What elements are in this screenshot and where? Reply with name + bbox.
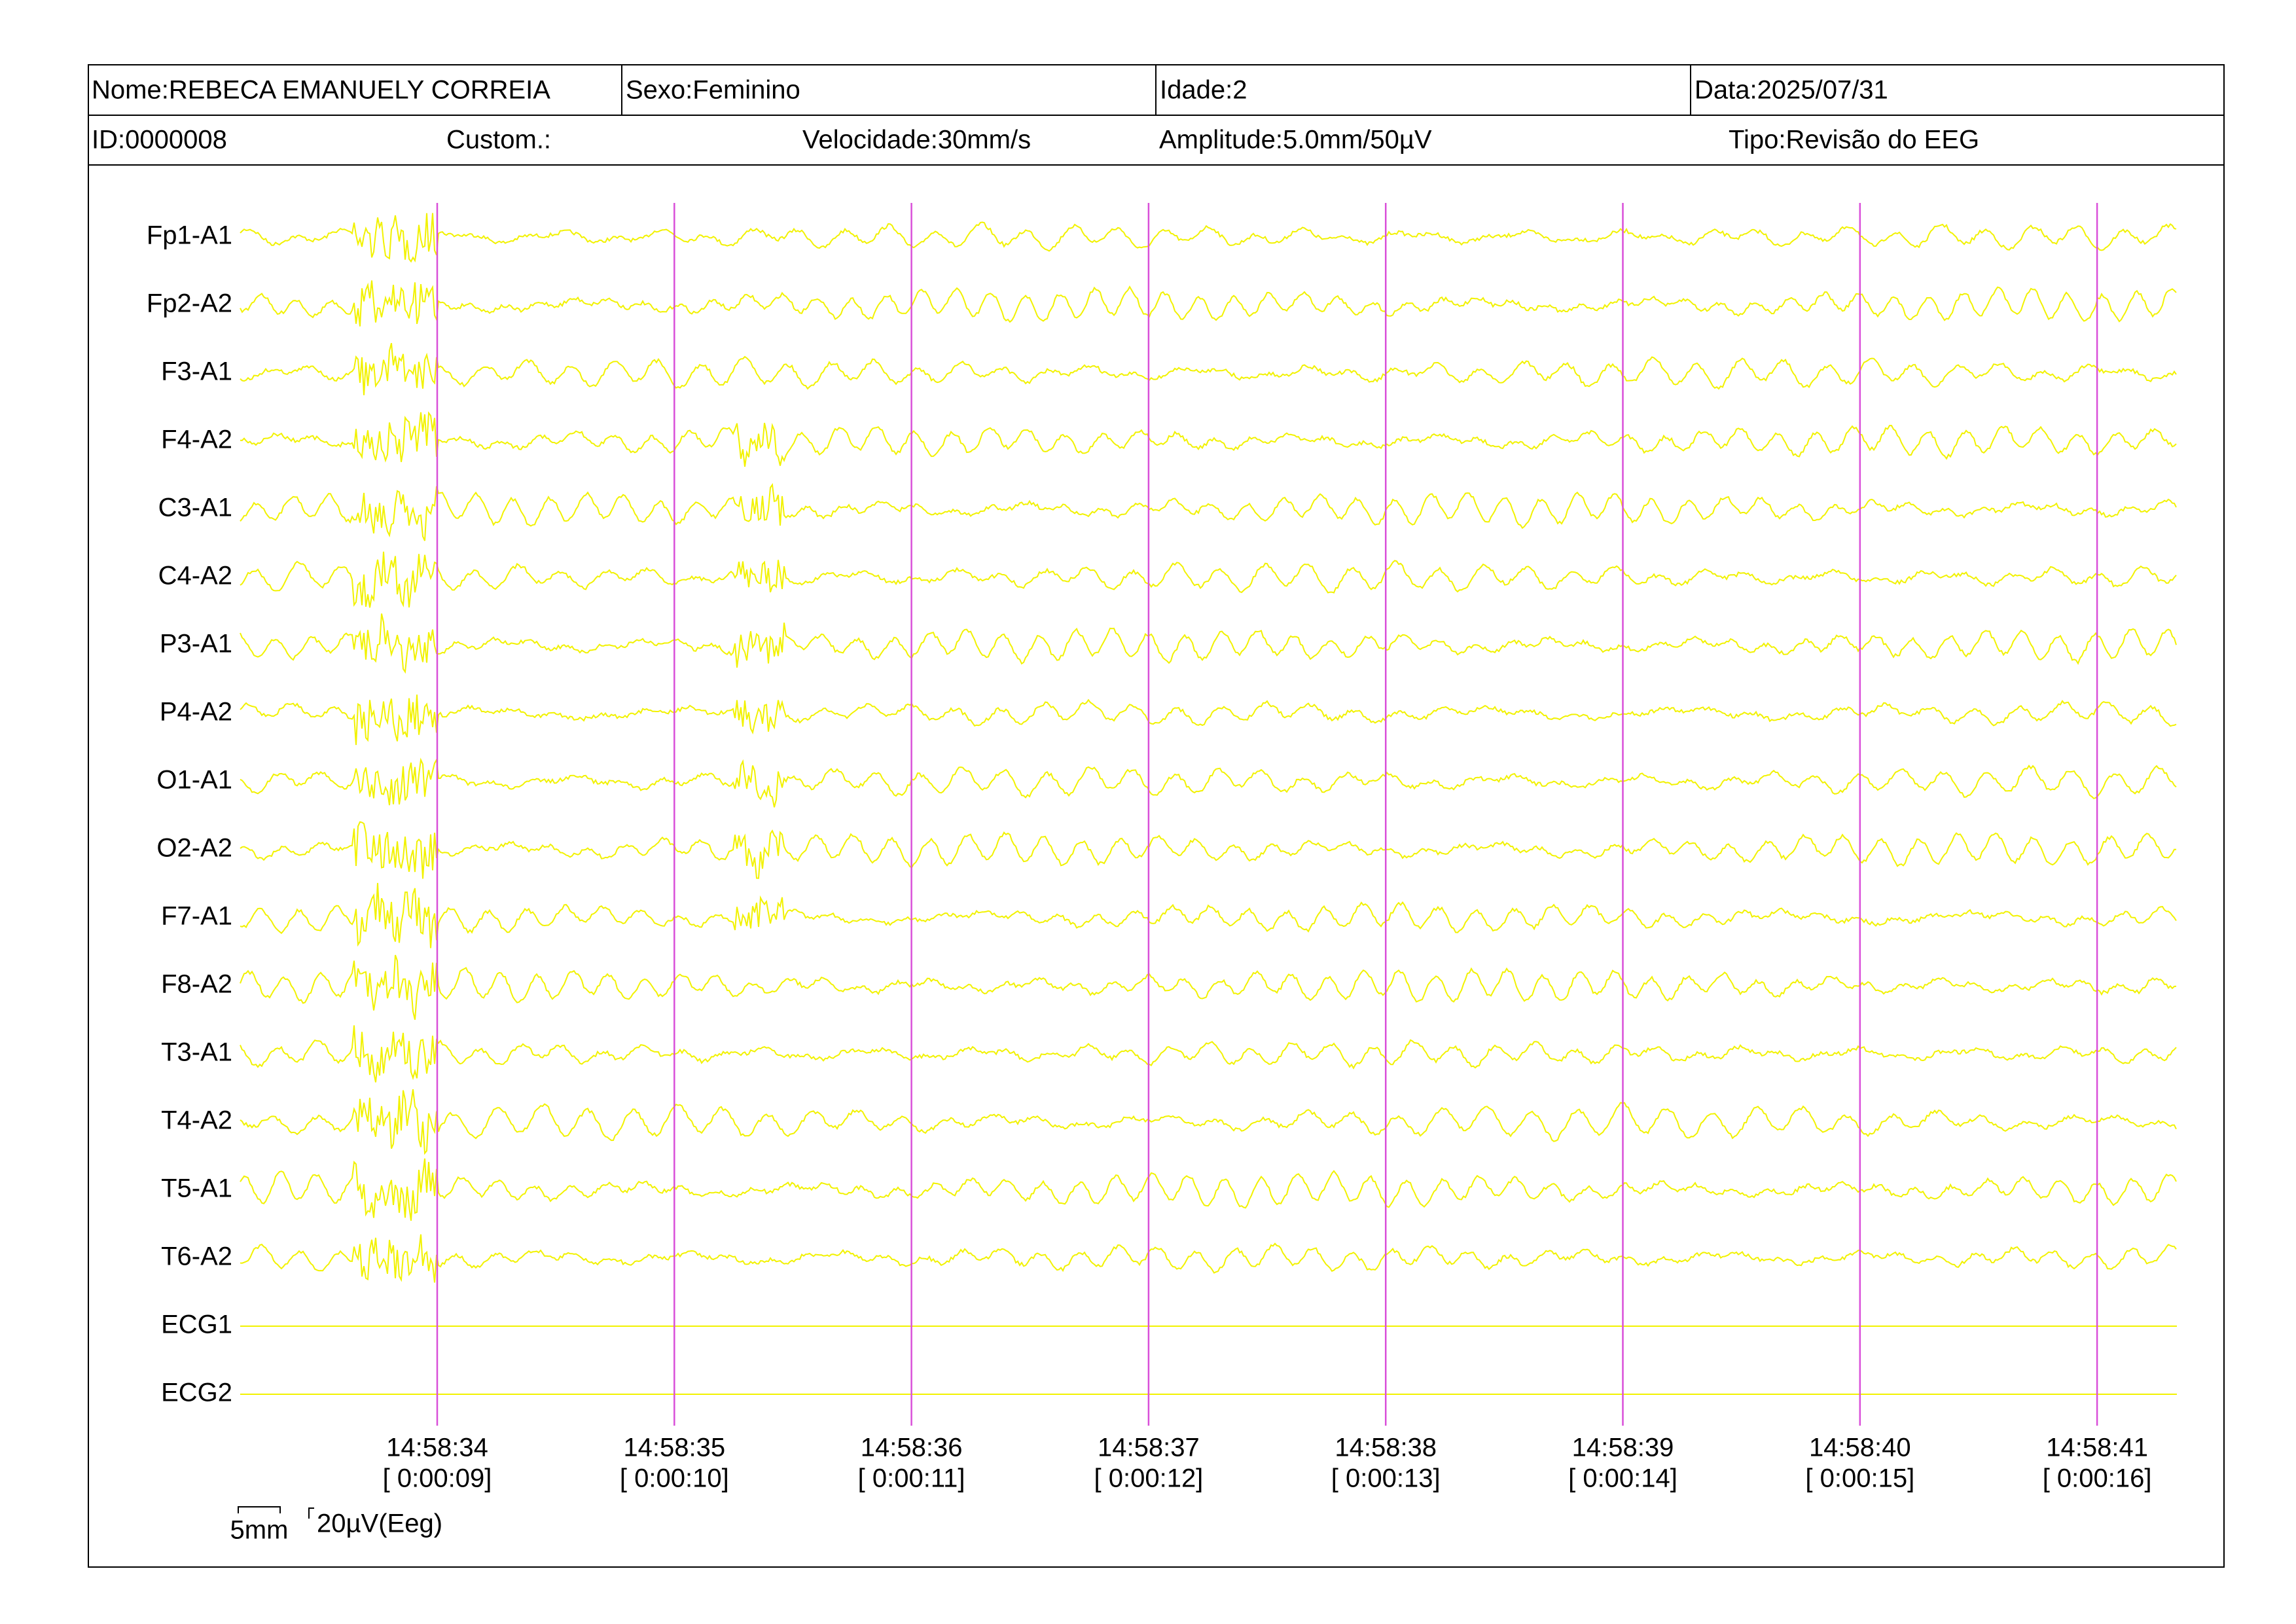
channel-label: F7-A1: [161, 902, 232, 931]
eeg-trace: [240, 551, 2177, 608]
channel-label: P3-A1: [160, 630, 232, 659]
channel-label: Fp2-A2: [147, 289, 232, 318]
channel-label: O2-A2: [156, 834, 232, 863]
patient-age: Idade:2: [1160, 76, 1247, 105]
time-scale: 5mm: [230, 1516, 289, 1545]
channel-label: F8-A2: [161, 970, 232, 999]
eeg-trace: [240, 1025, 2177, 1083]
traces: Fp1-A1 Fp2-A2 F3-A1 F4-A2 C3-A1 C4-A2 P3-A1 P4-…: [147, 213, 2177, 1407]
scale-bracket: [238, 1506, 281, 1513]
channel-label: T4-A2: [161, 1106, 232, 1135]
channel-label: C4-A2: [158, 562, 232, 590]
eeg-trace: [240, 1089, 2177, 1155]
time-markers: 14:58:34[ 0:00:09] 14:58:35[ 0:00:10] 14:5…: [383, 203, 2152, 1493]
elapsed-time: [ 0:00:12]: [1094, 1464, 1204, 1493]
elapsed-time: [ 0:00:13]: [1331, 1464, 1441, 1493]
eeg-trace: [240, 821, 2176, 879]
channel-label: ECG1: [161, 1310, 232, 1339]
eeg-trace: [240, 411, 2177, 467]
channel-label: ECG2: [161, 1379, 232, 1407]
frame: [88, 64, 2225, 1568]
scale-bracket: [308, 1507, 314, 1519]
clock-time: 14:58:39: [1572, 1434, 1674, 1462]
custom-field: Custom.:: [446, 126, 551, 154]
elapsed-time: [ 0:00:15]: [1805, 1464, 1914, 1493]
channel-label: T5-A1: [161, 1174, 232, 1203]
record-date: Data:2025/07/31: [1695, 76, 1888, 105]
eeg-trace: [240, 954, 2177, 1020]
channel-label: T3-A1: [161, 1038, 232, 1067]
eeg-trace: [240, 280, 2177, 327]
eeg-trace: [240, 1234, 2177, 1283]
patient-name: Nome:REBECA EMANUELY CORREIA: [92, 76, 550, 105]
record-type: Tipo:Revisão do EEG: [1729, 126, 1979, 154]
channel-label: Fp1-A1: [147, 221, 232, 250]
elapsed-time: [ 0:00:16]: [2043, 1464, 2152, 1493]
eeg-trace: [240, 613, 2177, 674]
clock-time: 14:58:37: [1098, 1434, 1200, 1462]
eeg-trace: [240, 695, 2177, 746]
channel-label: T6-A2: [161, 1242, 232, 1271]
channel-label: P4-A2: [160, 698, 232, 727]
eeg-trace: [240, 882, 2177, 948]
amplitude: Amplitude:5.0mm/50µV: [1159, 126, 1432, 154]
elapsed-time: [ 0:00:14]: [1568, 1464, 1677, 1493]
channel-label: C3-A1: [158, 494, 232, 522]
elapsed-time: [ 0:00:11]: [858, 1464, 965, 1493]
eeg-trace: [240, 342, 2177, 395]
clock-time: 14:58:40: [1809, 1434, 1911, 1462]
eeg-trace: [240, 213, 2177, 263]
patient-id: ID:0000008: [92, 126, 227, 154]
channel-label: F3-A1: [161, 357, 232, 386]
elapsed-time: [ 0:00:09]: [383, 1464, 492, 1493]
amplitude-scale: 20µV(Eeg): [317, 1509, 442, 1538]
eeg-trace: [240, 1158, 2177, 1221]
eeg-trace: [240, 482, 2177, 541]
speed: Velocidade:30mm/s: [802, 126, 1031, 154]
clock-time: 14:58:38: [1335, 1434, 1437, 1462]
channel-label: O1-A1: [156, 766, 232, 795]
clock-time: 14:58:41: [2046, 1434, 2148, 1462]
eeg-trace: [240, 757, 2177, 808]
channel-label: F4-A2: [161, 425, 232, 454]
elapsed-time: [ 0:00:10]: [620, 1464, 729, 1493]
clock-time: 14:58:35: [623, 1434, 725, 1462]
clock-time: 14:58:34: [386, 1434, 488, 1462]
patient-sex: Sexo:Feminino: [626, 76, 800, 105]
clock-time: 14:58:36: [861, 1434, 963, 1462]
